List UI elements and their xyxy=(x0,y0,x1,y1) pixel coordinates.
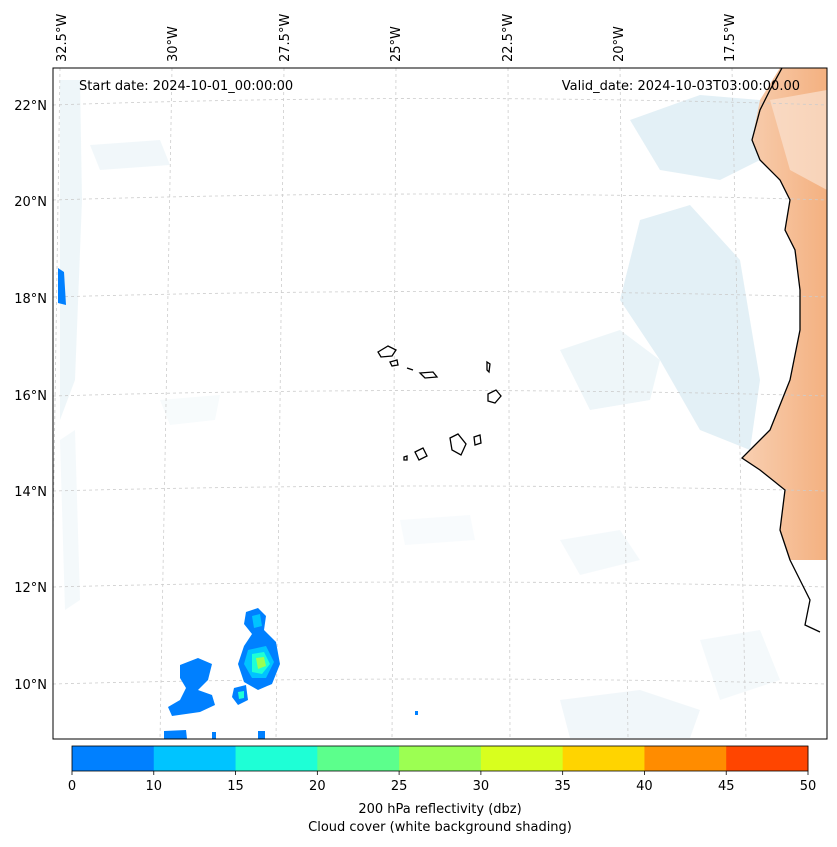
colorbar-segment xyxy=(644,746,727,771)
latitude-label: 22°N xyxy=(14,99,47,114)
colorbar-tick-label: 10 xyxy=(146,779,163,794)
latitude-label: 10°N xyxy=(14,678,47,693)
longitude-label: 30°W xyxy=(166,26,181,62)
colorbar-tick-label: 20 xyxy=(309,779,326,794)
latitude-label: 12°N xyxy=(14,581,47,596)
map-frame xyxy=(52,67,828,740)
colorbar-segment xyxy=(399,746,482,771)
valid-date-label: Valid_date: 2024-10-03T03:00:00.00 xyxy=(562,79,800,94)
colorbar-segments xyxy=(72,746,809,771)
colorbar-ticks: 0 10 15 20 25 30 35 40 45 50 xyxy=(68,771,816,794)
map-panel xyxy=(53,68,827,739)
colorbar-segment xyxy=(72,746,155,771)
reflectivity-cell xyxy=(168,658,215,716)
colorbar-tick-label: 35 xyxy=(554,779,571,794)
colorbar-label: 200 hPa reflectivity (dbz) xyxy=(358,802,521,817)
start-date-label: Start date: 2024-10-01_00:00:00 xyxy=(79,79,293,94)
colorbar-tick-label: 50 xyxy=(800,779,817,794)
colorbar-segment xyxy=(726,746,809,771)
colorbar-tick-label: 45 xyxy=(718,779,735,794)
colorbar-segment xyxy=(153,746,237,771)
longitude-label: 32.5°W xyxy=(55,14,70,62)
reflectivity-cell xyxy=(58,268,66,305)
colorbar-frame xyxy=(71,745,809,772)
longitude-label: 27.5°W xyxy=(278,14,293,62)
colorbar-tick-label: 40 xyxy=(636,779,653,794)
longitude-label: 22.5°W xyxy=(501,14,516,62)
colorbar-tick-label: 30 xyxy=(473,779,490,794)
latitude-label: 20°N xyxy=(14,195,47,210)
reflectivity-cells xyxy=(58,268,418,739)
latitude-labels: 22°N 20°N 18°N 16°N 14°N 12°N 10°N xyxy=(14,99,47,693)
latitude-label: 14°N xyxy=(14,485,47,500)
colorbar-segment xyxy=(317,746,400,771)
colorbar-segment xyxy=(480,746,564,771)
colorbar-sublabel: Cloud cover (white background shading) xyxy=(308,820,572,835)
latitude-label: 16°N xyxy=(14,389,47,404)
colorbar-segment xyxy=(562,746,645,771)
latitude-label: 18°N xyxy=(14,292,47,307)
africa-coastline xyxy=(740,68,821,633)
longitude-labels: 32.5°W 30°W 27.5°W 25°W 22.5°W 20°W 17.5… xyxy=(55,14,738,62)
colorbar-tick-label: 15 xyxy=(227,779,244,794)
colorbar: 0 10 15 20 25 30 35 40 45 50 200 hPa reflectivity… xyxy=(68,745,816,835)
colorbar-tick-label: 25 xyxy=(391,779,408,794)
cape-verde-islands xyxy=(377,345,502,461)
longitude-label: 17.5°W xyxy=(723,14,738,62)
cloud-cover-shading xyxy=(60,80,780,738)
graticule xyxy=(53,68,827,739)
longitude-label: 20°W xyxy=(612,26,627,62)
longitude-label: 25°W xyxy=(389,26,404,62)
colorbar-segment xyxy=(235,746,318,771)
reflectivity-cell xyxy=(164,730,187,739)
colorbar-tick-label: 0 xyxy=(68,779,76,794)
